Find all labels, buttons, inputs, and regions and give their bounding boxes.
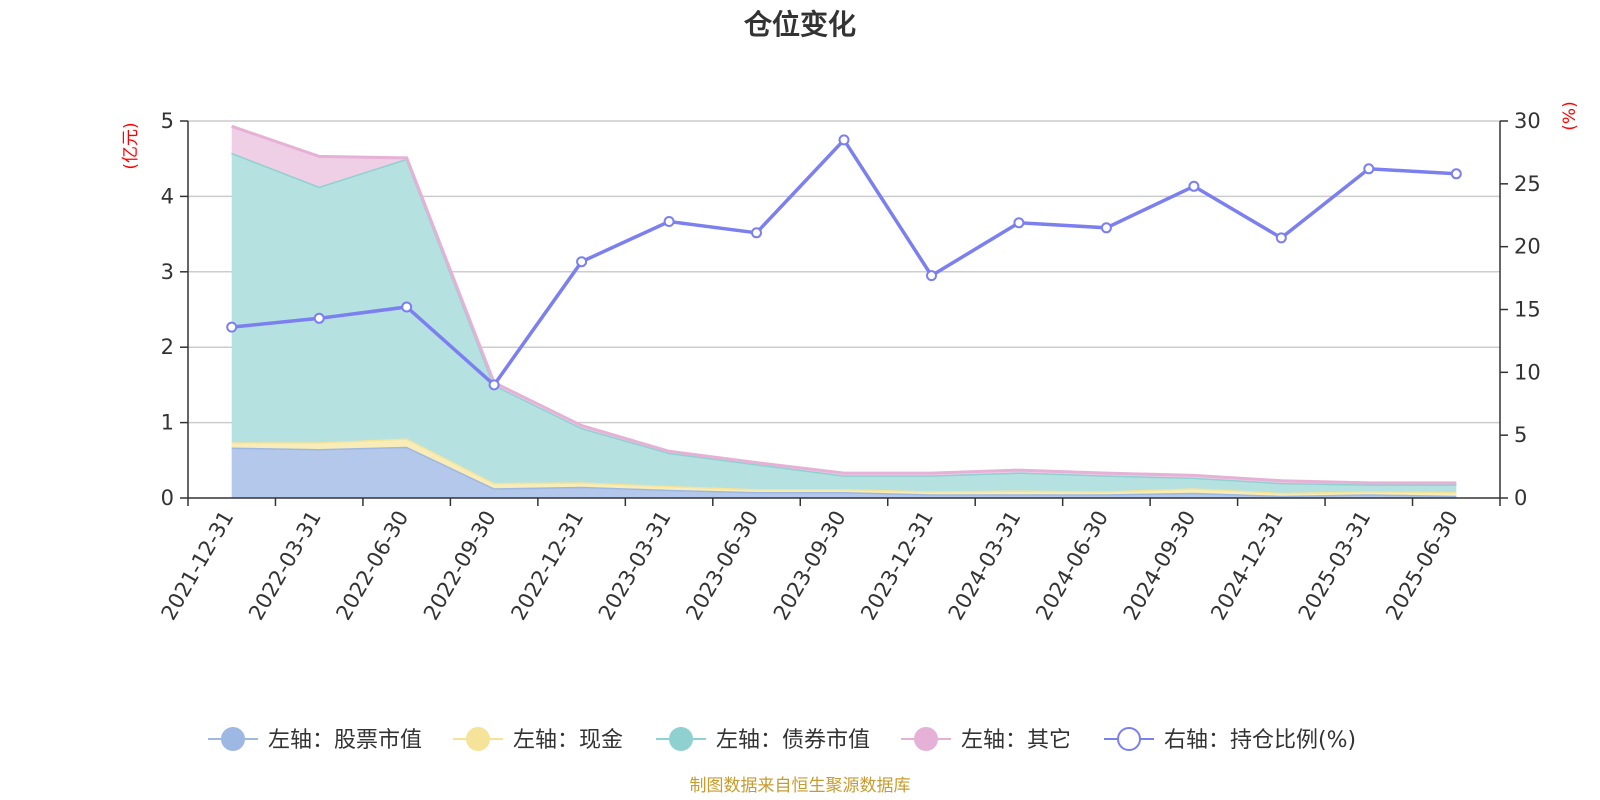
x-axis-tick-label: 2022-09-30 [419, 507, 501, 625]
right-axis-tick-label: 30 [1514, 109, 1541, 133]
left-axis-tick-label: 4 [161, 184, 174, 208]
legend-marker [669, 727, 693, 751]
area-top-line-4 [231, 124, 1457, 485]
legend-item-1[interactable]: 左轴：股票市值 [208, 727, 422, 753]
legend-label: 左轴：股票市值 [268, 728, 422, 753]
x-axis-tick-label: 2025-03-31 [1294, 507, 1376, 625]
left-axis-tick-label: 5 [161, 109, 174, 133]
legend-marker [1117, 727, 1141, 751]
stacked-areas [231, 124, 1457, 498]
line-point [1275, 232, 1287, 244]
left-axis-tick-label: 2 [161, 335, 174, 359]
x-axis-tick-label: 2023-06-30 [681, 507, 763, 625]
right-axis-tick-label: 25 [1514, 172, 1541, 196]
right-axis-tick-label: 20 [1514, 235, 1541, 259]
x-axis-tick-label: 2024-06-30 [1031, 507, 1113, 625]
x-axis-tick-label: 2023-12-31 [856, 507, 938, 625]
legend-item-2[interactable]: 左轴：现金 [453, 727, 623, 753]
line-point [488, 379, 500, 391]
left-axis-tick-label: 3 [161, 260, 174, 284]
right-axis-tick-label: 10 [1514, 360, 1541, 384]
area-series-1 [231, 446, 1457, 498]
legend-label: 左轴：现金 [513, 728, 623, 753]
legend-item-3[interactable]: 左轴：债券市值 [656, 727, 870, 753]
holding-ratio-line [226, 134, 1462, 391]
chart-title: 仓位变化 [744, 8, 856, 41]
area-series-3 [231, 152, 1457, 493]
line-point [1013, 217, 1025, 229]
line-point [1363, 163, 1375, 175]
line-point [401, 301, 413, 313]
line-point [663, 216, 675, 227]
x-axis-tick-label: 2024-09-30 [1119, 507, 1201, 625]
line-point [313, 312, 325, 324]
line-point [226, 321, 238, 333]
legend-item-4[interactable]: 左轴：其它 [901, 727, 1071, 753]
x-axis-tick-label: 2022-06-30 [331, 507, 413, 625]
x-axis-tick-label: 2023-03-31 [594, 507, 676, 625]
line-point [926, 270, 937, 282]
legend-marker [466, 727, 490, 751]
legend-marker [914, 727, 938, 751]
right-axis-tick-label: 15 [1514, 298, 1541, 322]
x-axis-tick-label: 2023-09-30 [769, 507, 851, 625]
left-axis-tick-label: 1 [161, 411, 174, 435]
x-axis-tick-label: 2024-12-31 [1206, 507, 1288, 625]
right-axis-tick-label: 0 [1514, 486, 1527, 510]
line-point [751, 227, 762, 239]
x-axis-tick-label: 2024-03-31 [944, 507, 1026, 625]
legend-item-5[interactable]: 右轴：持仓比例(%) [1104, 727, 1356, 753]
right-axis-tick-label: 5 [1514, 423, 1527, 447]
legend-marker [221, 727, 245, 751]
x-axis-tick-label: 2021-12-31 [157, 507, 239, 625]
line-point [1450, 168, 1462, 180]
area-series-2 [231, 438, 1457, 496]
line-point [1100, 222, 1112, 234]
line-point [838, 134, 850, 146]
legend-label: 左轴：其它 [961, 728, 1071, 753]
line-point [576, 256, 588, 268]
x-axis-tick-label: 2025-06-30 [1381, 507, 1463, 625]
line-point [1188, 180, 1200, 192]
legend-label: 右轴：持仓比例(%) [1164, 728, 1356, 753]
x-axis-tick-label: 2022-03-31 [244, 507, 326, 625]
left-axis-unit: (亿元) [121, 122, 141, 169]
right-axis-unit: (%) [1560, 101, 1580, 130]
x-axis-tick-label: 2022-12-31 [506, 507, 588, 625]
legend-label: 左轴：债券市值 [716, 728, 870, 753]
left-axis-tick-label: 0 [161, 486, 174, 510]
source-note: 制图数据来自恒生聚源数据库 [690, 776, 911, 796]
area-series-4 [231, 126, 1457, 485]
legend[interactable]: 左轴：股票市值 左轴：现金 左轴：债券市值 左轴：其它 右轴：持仓比例(%) [208, 727, 1356, 753]
